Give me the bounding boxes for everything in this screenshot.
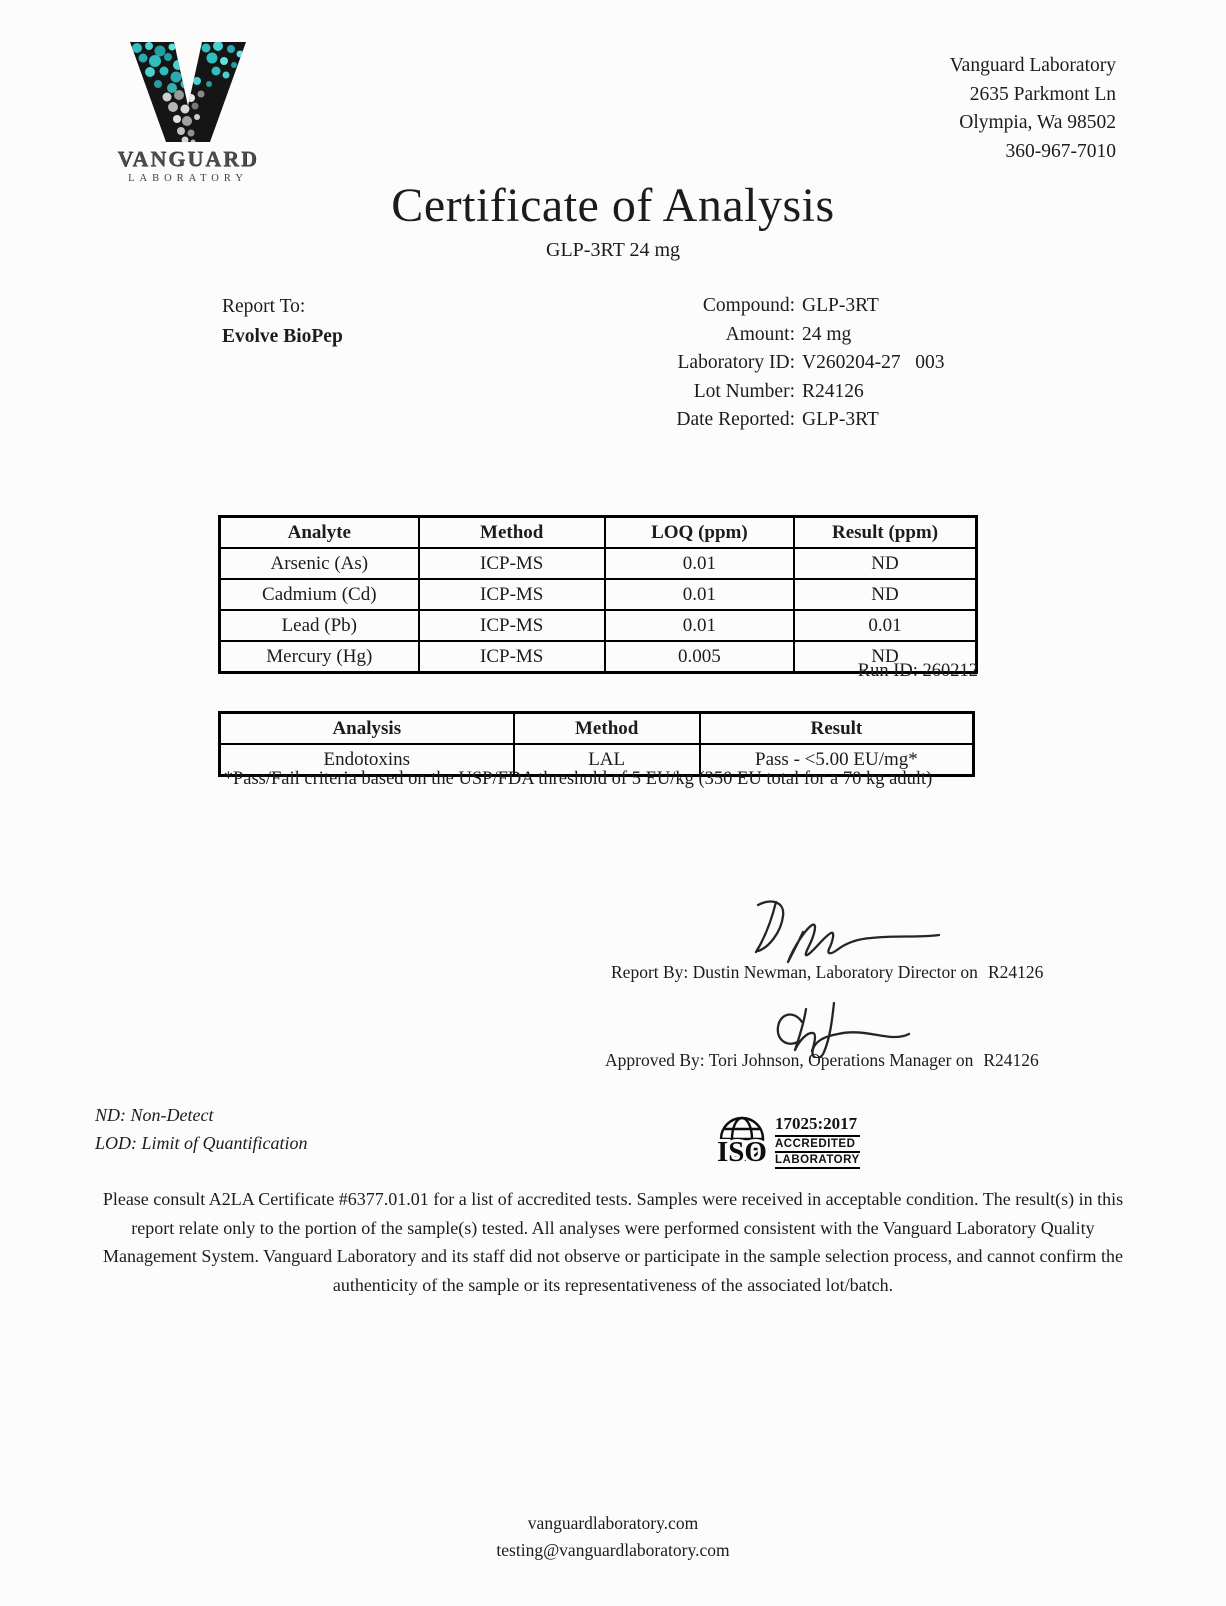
info-row: Date Reported: GLP-3RT (540, 406, 944, 435)
info-row: Laboratory ID: V260204-27 003 (540, 349, 945, 378)
info-value: V260204-27 003 (802, 352, 945, 373)
address-line: Olympia, Wa 98502 (959, 112, 1116, 133)
cell-loq: 0.01 (603, 578, 796, 611)
cell-analyte: Cadmium (Cd) (218, 578, 420, 611)
column-header: Result (698, 711, 975, 745)
table-row: Endotoxins LAL Pass - <5.00 EU/mg* (218, 743, 975, 777)
pass-fail-footnote: *Pass/Fail criteria based on the USP/FDA… (223, 769, 933, 789)
address-line: 2635 Parkmont Ln (969, 83, 1116, 105)
table-row: Lead (Pb) ICP-MS 0.01 0.01 (218, 609, 978, 642)
column-header: Analysis (218, 711, 515, 745)
report-to-block: Report To: Evolve BioPep (222, 292, 343, 352)
info-label: Lot Number: (693, 380, 795, 402)
vanguard-logo: VANGUARD LABORATORY (103, 40, 273, 184)
cell-method: ICP-MS (417, 578, 606, 611)
abbreviation-key: ND: Non-Detect LOD: Limit of Quantificat… (95, 1101, 308, 1157)
info-label: Compound: (702, 295, 795, 316)
disclaimer-paragraph: Please consult A2LA Certificate #6377.01… (102, 1189, 1124, 1295)
info-row: Lot Number: R24126 (540, 378, 944, 407)
email-link: testing@vanguardlaboratory.com (496, 1540, 730, 1560)
table-header-row: Analyte Method LOQ (ppm) Result (ppm) (218, 515, 978, 549)
report-by-date: R24126 (987, 962, 1044, 982)
manager-signature (776, 1001, 911, 1058)
report-by-text: Report By: Dustin Newman, Laboratory Dir… (611, 962, 978, 982)
cell-method: ICP-MS (417, 640, 606, 674)
address-line: Vanguard Laboratory (949, 55, 1116, 76)
cell-result: 0.01 (793, 609, 978, 642)
footer-block: vanguardlaboratory.com testing@vanguardl… (0, 1510, 1226, 1564)
vanguard-v-logo-icon (130, 42, 246, 142)
info-label: Amount: (725, 323, 795, 345)
run-id: Run ID: 260212 (857, 661, 978, 681)
cell-result: ND (793, 547, 978, 580)
cell-result: ND (793, 640, 978, 674)
iso-accreditation-mark: ISO 17025:2017 ACCREDITED LABORATORY (714, 1114, 860, 1169)
column-header: Analyte (218, 515, 420, 549)
iso-accredited-label: ACCREDITED (775, 1137, 860, 1153)
info-value: R24126 (802, 380, 864, 402)
cell-analysis: Endotoxins (218, 743, 515, 777)
lab-address-block: Vanguard Laboratory 2635 Parkmont Ln Oly… (950, 52, 1116, 166)
cell-loq: 0.01 (603, 547, 796, 580)
column-header: Method (417, 515, 606, 549)
cell-method: LAL (512, 743, 701, 777)
lod-definition: LOD: Limit of Quantification (95, 1133, 308, 1153)
cell-analyte: Arsenic (As) (218, 547, 420, 580)
page-subtitle: GLP-3RT 24 mg (546, 239, 680, 261)
cell-loq: 0.01 (603, 609, 796, 642)
logo-brand-text: VANGUARD (117, 146, 259, 171)
table-row: Cadmium (Cd) ICP-MS 0.01 ND (218, 578, 978, 611)
cell-result: ND (793, 578, 978, 611)
cell-analyte: Mercury (Hg) (218, 640, 420, 674)
info-value: 24 mg (802, 323, 852, 345)
iso-text: ISO (717, 1136, 767, 1168)
table-row: Mercury (Hg) ICP-MS 0.005 ND (218, 640, 978, 674)
iso-globe-icon: ISO (714, 1116, 770, 1169)
website-link: vanguardlaboratory.com (527, 1513, 699, 1533)
approved-by-text: Approved By: Tori Johnson, Operations Ma… (605, 1050, 974, 1070)
address-line: 360-967-7010 (1005, 140, 1117, 162)
iso-laboratory-label: LABORATORY (775, 1153, 860, 1169)
table-row: Arsenic (As) ICP-MS 0.01 ND (218, 547, 978, 580)
cell-method: ICP-MS (417, 609, 606, 642)
endotoxin-analysis-table: Analysis Method Result Endotoxins LAL Pa… (218, 711, 975, 777)
report-to-label: Report To: (222, 296, 306, 317)
logo-sub-text: LABORATORY (128, 173, 248, 184)
info-row: Compound: GLP-3RT (540, 292, 944, 321)
info-value: GLP-3RT (802, 409, 879, 430)
approved-by-date: R24126 (983, 1050, 1039, 1070)
heavy-metals-table: Analyte Method LOQ (ppm) Result (ppm) Ar… (218, 515, 978, 674)
cell-result: Pass - <5.00 EU/mg* (698, 743, 975, 777)
column-header: Method (512, 711, 701, 745)
report-by-line: Report By: Dustin Newman, Laboratory Dir… (611, 962, 1043, 983)
director-signature (754, 900, 941, 964)
info-row: Amount: 24 mg (540, 321, 944, 350)
nd-definition: ND: Non-Detect (95, 1105, 214, 1125)
table-header-row: Analysis Method Result (218, 711, 975, 745)
page-title: Certificate of Analysis (391, 179, 835, 232)
sample-info-block: Compound: GLP-3RT Amount: 24 mg Laborato… (540, 292, 944, 435)
info-label: Laboratory ID: (677, 352, 796, 373)
column-header: Result (ppm) (793, 515, 978, 549)
cell-loq: 0.005 (603, 640, 796, 674)
approved-by-line: Approved By: Tori Johnson, Operations Ma… (605, 1050, 1039, 1071)
iso-standard: 17025:2017 (775, 1114, 860, 1137)
cell-method: ICP-MS (417, 547, 606, 580)
column-header: LOQ (ppm) (603, 515, 796, 549)
info-label: Date Reported: (676, 409, 795, 430)
info-value: GLP-3RT (802, 295, 879, 316)
client-name: Evolve BioPep (222, 326, 343, 347)
cell-analyte: Lead (Pb) (218, 609, 420, 642)
